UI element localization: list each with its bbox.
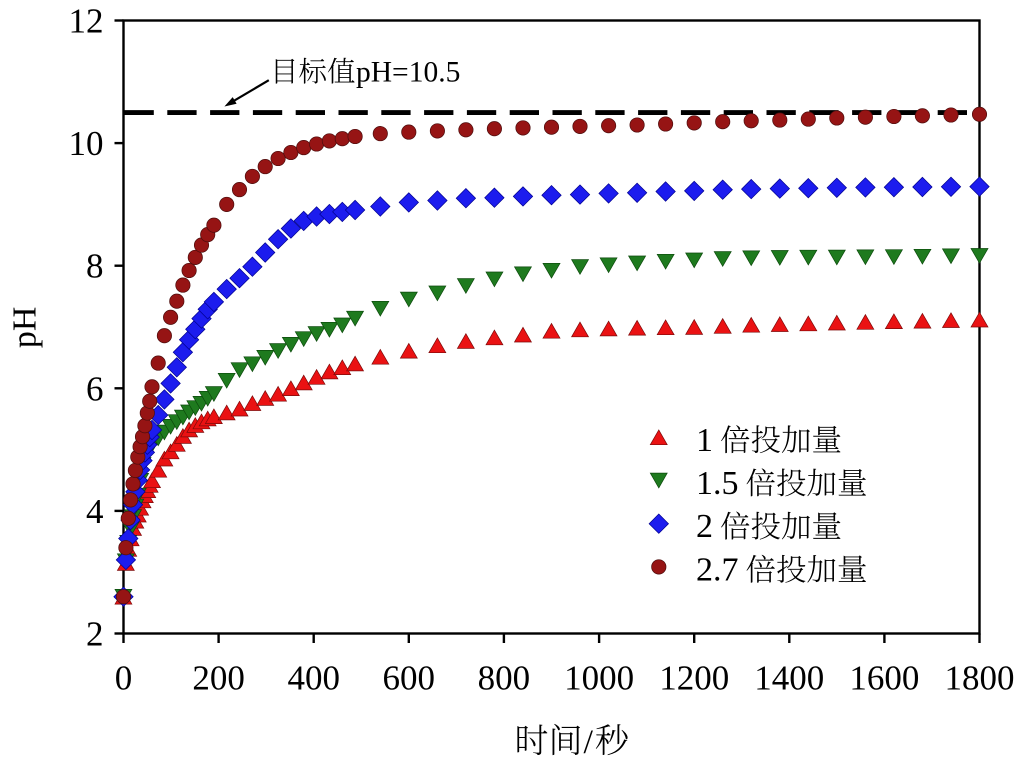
svg-text:10: 10 <box>69 124 104 163</box>
svg-text:pH=10.5: pH=10.5 <box>356 57 460 89</box>
svg-text:2: 2 <box>86 615 104 654</box>
svg-text:2.7: 2.7 <box>696 551 739 588</box>
svg-text:400: 400 <box>287 659 340 698</box>
svg-text:1800: 1800 <box>945 659 1015 698</box>
svg-text:6: 6 <box>86 369 104 408</box>
svg-text:8: 8 <box>86 247 104 286</box>
svg-text:600: 600 <box>383 659 436 698</box>
svg-text:1600: 1600 <box>849 659 919 698</box>
svg-text:1: 1 <box>696 422 713 459</box>
svg-text:12: 12 <box>69 2 104 41</box>
svg-text:200: 200 <box>192 659 245 698</box>
svg-text:1000: 1000 <box>564 659 634 698</box>
svg-text:/: / <box>584 724 594 761</box>
svg-text:4: 4 <box>86 492 104 531</box>
svg-text:1.5: 1.5 <box>696 465 739 502</box>
svg-text:1200: 1200 <box>659 659 729 698</box>
svg-text:0: 0 <box>115 659 133 698</box>
svg-text:800: 800 <box>478 659 531 698</box>
svg-text:2: 2 <box>696 508 713 545</box>
svg-text:1400: 1400 <box>754 659 824 698</box>
svg-text:pH: pH <box>7 307 44 349</box>
